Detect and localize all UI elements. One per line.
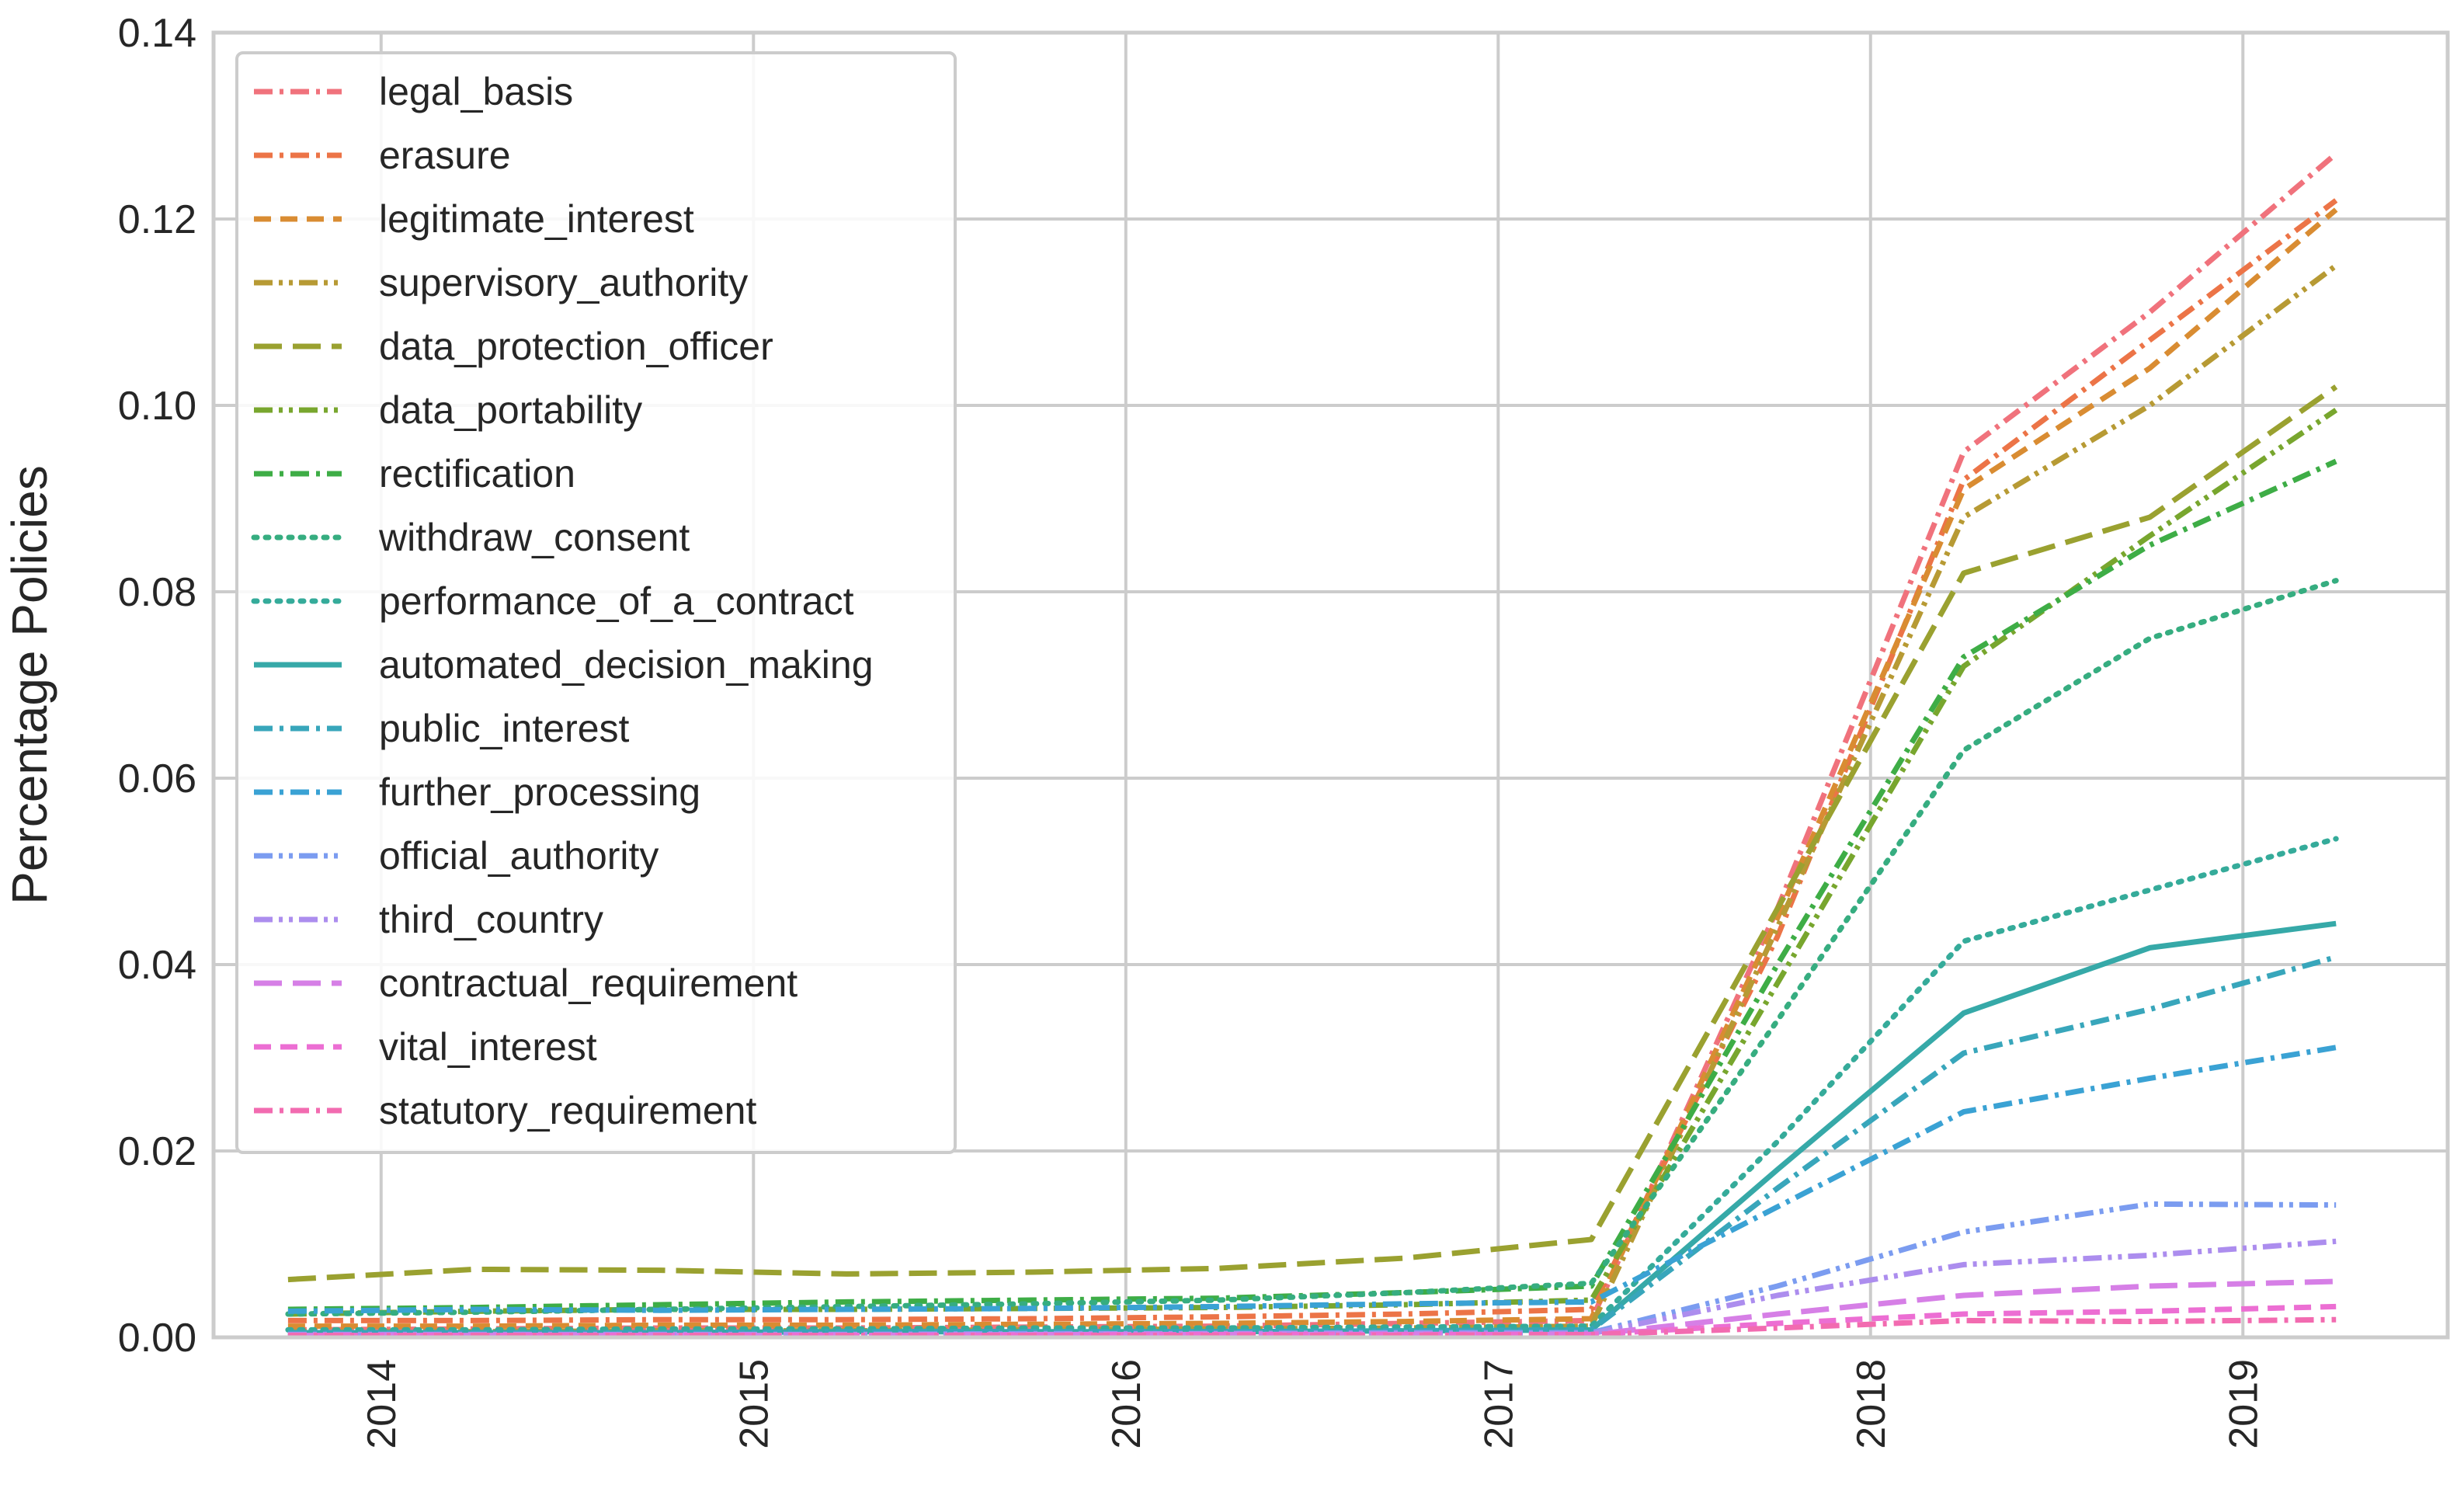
legend-label-supervisory-authority: supervisory_authority — [379, 261, 748, 304]
y-tick-label: 0.08 — [118, 570, 196, 615]
series-line-further-processing — [287, 1045, 2337, 1314]
series-line-erasure — [287, 198, 2338, 1323]
legend-label-contractual-requirement: contractual_requirement — [379, 961, 798, 1005]
legend-label-legitimate-interest: legitimate_interest — [379, 197, 694, 241]
plot-frame — [211, 30, 2450, 1340]
x-tick-label: 2016 — [1104, 1359, 1149, 1449]
legend-label-rectification: rectification — [379, 452, 575, 495]
y-tick-label: 0.14 — [118, 11, 196, 56]
y-tick-label: 0.00 — [118, 1316, 196, 1361]
legend-label-erasure: erasure — [379, 134, 511, 177]
legend-label-public-interest: public_interest — [379, 707, 630, 750]
series-line-performance-of-a-contract — [285, 836, 2339, 1333]
legend-label-automated-decision-making: automated_decision_making — [379, 643, 874, 687]
legend-label-legal-basis: legal_basis — [379, 70, 573, 113]
y-tick-label: 0.04 — [118, 943, 196, 988]
legend-label-vital-interest: vital_interest — [379, 1025, 597, 1069]
y-tick-label: 0.06 — [118, 756, 196, 801]
series-line-legitimate-interest — [287, 207, 2338, 1330]
series-line-data-protection-officer — [287, 384, 2338, 1283]
legend-box — [235, 51, 957, 1154]
x-tick-label: 2019 — [2221, 1359, 2266, 1449]
legend-label-performance-of-a-contract: performance_of_a_contract — [379, 579, 854, 623]
legend-label-statutory-requirement: statutory_requirement — [379, 1089, 756, 1132]
x-tick-label: 2018 — [1849, 1359, 1894, 1449]
x-tick-label: 2014 — [360, 1359, 405, 1449]
y-tick-label: 0.02 — [118, 1129, 196, 1174]
legend-label-withdraw-consent: withdraw_consent — [378, 516, 690, 559]
legend-label-third-country: third_country — [379, 898, 603, 941]
legend-label-further-processing: further_processing — [379, 770, 700, 814]
y-axis-ticks: 0.00 0.02 0.04 0.06 0.08 0.10 0.12 0.14 — [118, 11, 196, 1361]
x-axis-ticks: 2014 2015 2016 2017 2018 2019 — [360, 1359, 2266, 1449]
series-lines — [285, 151, 2339, 1339]
y-tick-label: 0.12 — [118, 197, 196, 242]
x-tick-label: 2017 — [1476, 1359, 1521, 1449]
legend-label-official-authority: official_authority — [379, 834, 659, 878]
y-tick-label: 0.10 — [118, 384, 196, 429]
legend-label-data-protection-officer: data_protection_officer — [379, 325, 773, 368]
x-tick-label: 2015 — [732, 1359, 777, 1449]
legend-label-data-portability: data_portability — [379, 388, 642, 432]
y-axis-label: Percentage Policies — [2, 465, 57, 905]
